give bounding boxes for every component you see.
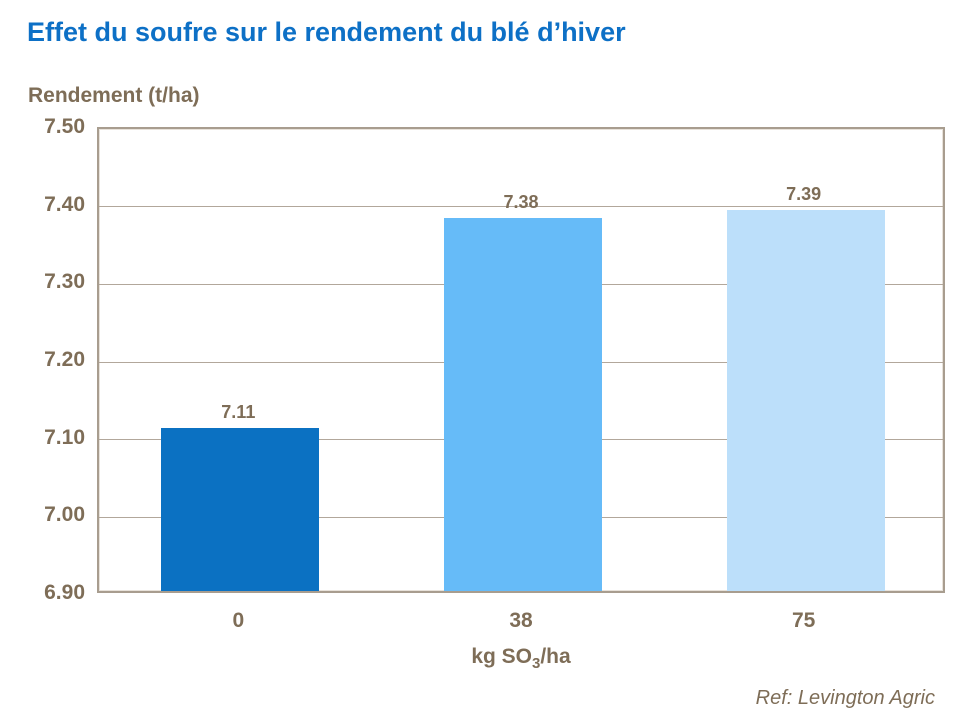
x-axis-title-prefix: kg SO <box>471 645 532 668</box>
y-tick-label: 7.10 <box>44 425 85 449</box>
bar-38 <box>444 218 602 591</box>
bar-75 <box>726 210 885 591</box>
gridline <box>99 206 943 208</box>
x-axis-title: kg SO3/ha <box>97 645 945 672</box>
y-tick-label: 7.30 <box>44 270 85 294</box>
chart-title: Effet du soufre sur le rendement du blé … <box>27 17 626 47</box>
y-tick-label: 7.40 <box>44 192 85 216</box>
y-tick-label: 6.90 <box>44 581 85 604</box>
y-axis-title: Rendement (t/ha) <box>28 84 200 107</box>
bar-value-label: 7.39 <box>786 184 822 205</box>
bar-value-label: 7.38 <box>503 192 539 213</box>
x-category-label: 38 <box>509 609 533 632</box>
bar-0 <box>161 427 320 591</box>
y-tick-label: 7.50 <box>44 115 85 138</box>
plot-area <box>97 127 945 593</box>
bar-value-label: 7.11 <box>221 401 256 422</box>
x-axis-title-subscript: 3 <box>532 655 541 673</box>
y-tick-label: 7.20 <box>44 348 85 371</box>
x-axis-title-suffix: /ha <box>540 645 571 668</box>
x-category-label: 75 <box>791 609 816 632</box>
y-tick-label: 7.00 <box>44 503 85 527</box>
reference-note: Ref: Levington Agric <box>755 687 935 709</box>
x-category-label: 0 <box>232 609 245 632</box>
